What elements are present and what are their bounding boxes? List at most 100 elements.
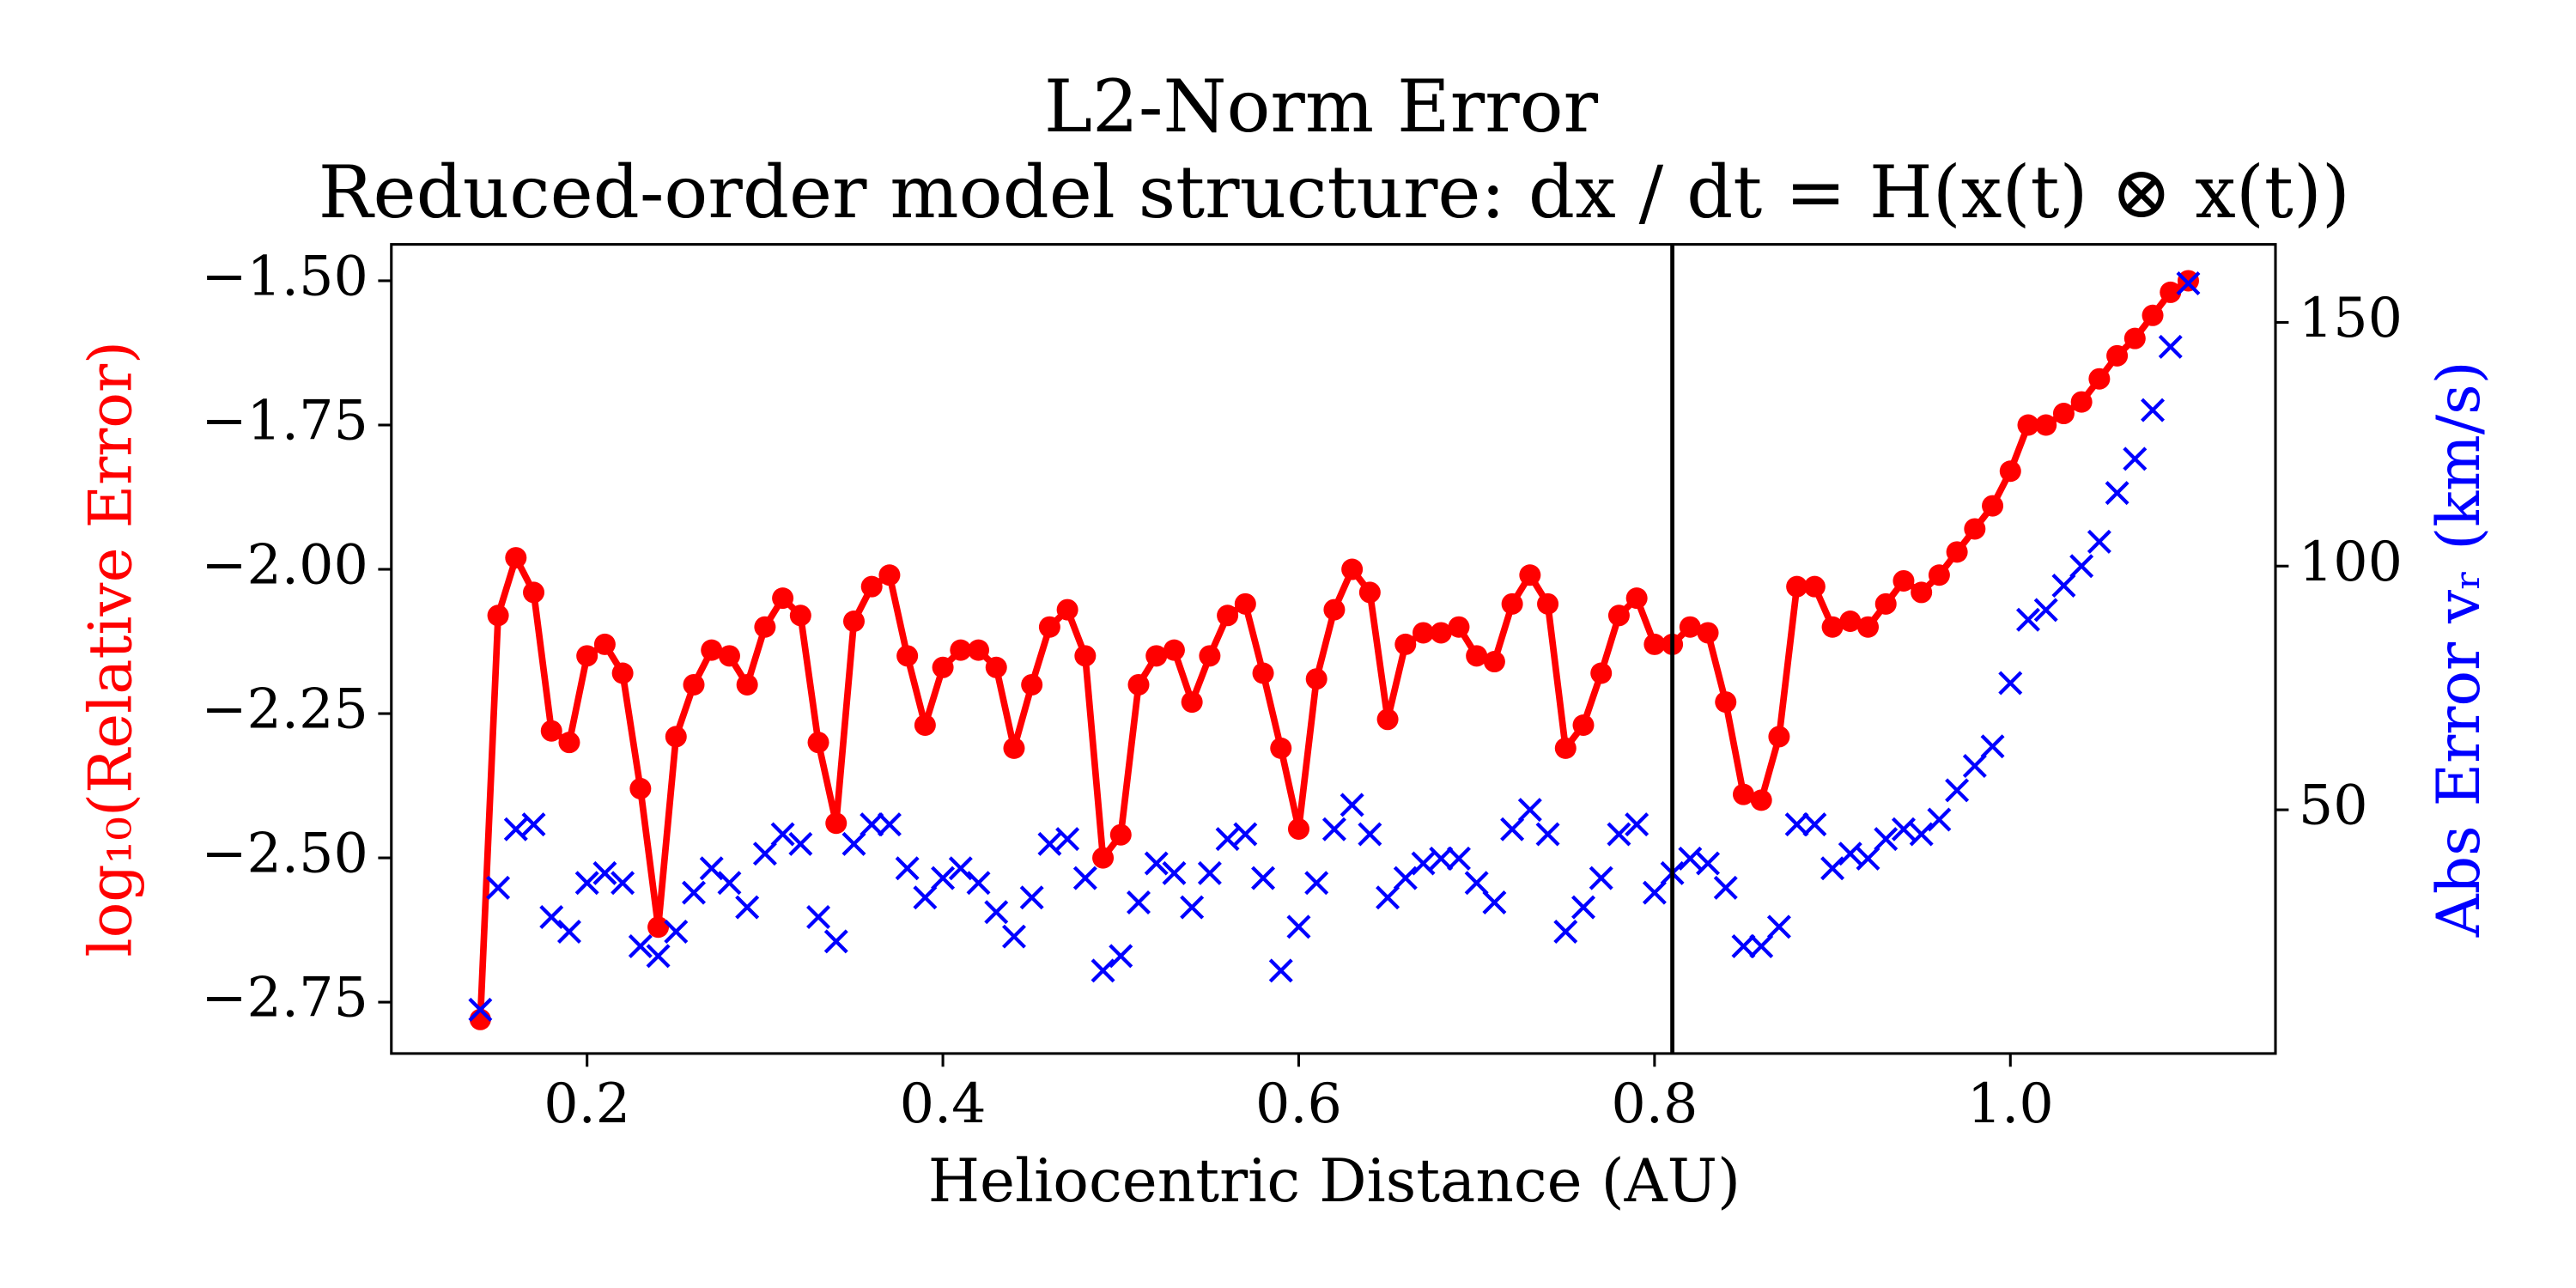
point (1430, 622, 1452, 644)
point (1715, 691, 1737, 714)
point (2070, 391, 2093, 413)
point (1554, 737, 1577, 759)
point (1483, 651, 1505, 673)
point (1589, 866, 1613, 890)
point (966, 871, 991, 896)
point (1466, 645, 1488, 667)
y2-tick-label: 150 (2299, 286, 2403, 349)
point (1571, 895, 1595, 920)
point (1909, 822, 1934, 847)
point (2141, 398, 2166, 422)
point (682, 880, 707, 905)
x-axis-label: Heliocentric Distance (AU) (928, 1147, 1741, 1216)
point (860, 812, 884, 837)
chart-title: L2-Norm Error (1044, 64, 1599, 149)
point (789, 605, 811, 627)
point (1394, 633, 1417, 655)
point (1145, 645, 1168, 667)
point (1321, 817, 1346, 841)
point (1411, 851, 1436, 876)
point (1732, 783, 1754, 805)
point (1038, 616, 1060, 638)
y-tick-label: −1.50 (201, 244, 368, 307)
point (2016, 607, 2040, 632)
point (1215, 827, 1240, 852)
point (1803, 575, 1826, 598)
point (735, 895, 760, 920)
point (1217, 605, 1239, 627)
point (1766, 914, 1791, 939)
point (1856, 846, 1880, 871)
point (523, 581, 545, 604)
point (521, 812, 546, 837)
y2-axis-label: Abs Error vᵣ (km/s) (2425, 361, 2494, 938)
point (807, 732, 829, 754)
point (914, 714, 936, 736)
point (1323, 598, 1346, 621)
point (2069, 554, 2094, 579)
point (1643, 633, 1666, 655)
point (1358, 822, 1382, 847)
point (1962, 754, 1987, 779)
point (1786, 575, 1808, 598)
point (1893, 569, 1915, 592)
point (2088, 368, 2111, 390)
y-tick-label: −1.75 (201, 388, 368, 452)
point (1109, 944, 1133, 969)
point (1553, 920, 1578, 945)
point (665, 726, 687, 748)
point (629, 777, 652, 799)
point (487, 605, 509, 627)
point (2123, 327, 2146, 349)
point (825, 812, 848, 835)
point (1376, 708, 1399, 731)
point (1162, 860, 1187, 885)
point (1286, 914, 1311, 939)
point (1911, 581, 1933, 604)
point (1072, 866, 1097, 890)
point (1074, 645, 1097, 667)
point (2052, 403, 2075, 425)
point (2142, 304, 2164, 326)
x-tick-label: 0.4 (900, 1072, 987, 1135)
point (1982, 495, 2004, 517)
point (1927, 807, 1952, 832)
plot-frame (390, 243, 2277, 1055)
point (2123, 447, 2148, 471)
point (1127, 673, 1150, 696)
point (1802, 812, 1827, 837)
point (556, 920, 581, 945)
point (1750, 789, 1772, 811)
y-tick-label: −2.50 (201, 822, 368, 885)
point (2105, 481, 2129, 506)
point (806, 904, 831, 929)
point (1304, 871, 1329, 896)
point (1500, 817, 1525, 841)
x-tick-label: 0.6 (1255, 1072, 1342, 1135)
point (1448, 616, 1470, 638)
point (468, 997, 493, 1022)
y-tick-label: −2.00 (201, 533, 368, 597)
point (1001, 924, 1026, 949)
x-tick-label: 1.0 (1967, 1072, 2054, 1135)
point (628, 934, 653, 959)
point (1234, 592, 1256, 615)
point (1519, 564, 1541, 586)
point (1642, 880, 1667, 905)
point (2176, 271, 2201, 296)
point (1055, 827, 1080, 852)
point (985, 656, 1007, 678)
point (2177, 270, 2199, 292)
point (1697, 622, 1719, 644)
point (1874, 592, 1897, 615)
point (1821, 616, 1844, 638)
point (1607, 605, 1630, 627)
point (647, 916, 670, 939)
point (1874, 827, 1899, 852)
point (683, 673, 705, 696)
point (611, 662, 634, 684)
point (1998, 671, 2023, 696)
point (611, 871, 635, 896)
y-tick-label: −2.25 (201, 677, 368, 741)
point (2106, 344, 2129, 367)
